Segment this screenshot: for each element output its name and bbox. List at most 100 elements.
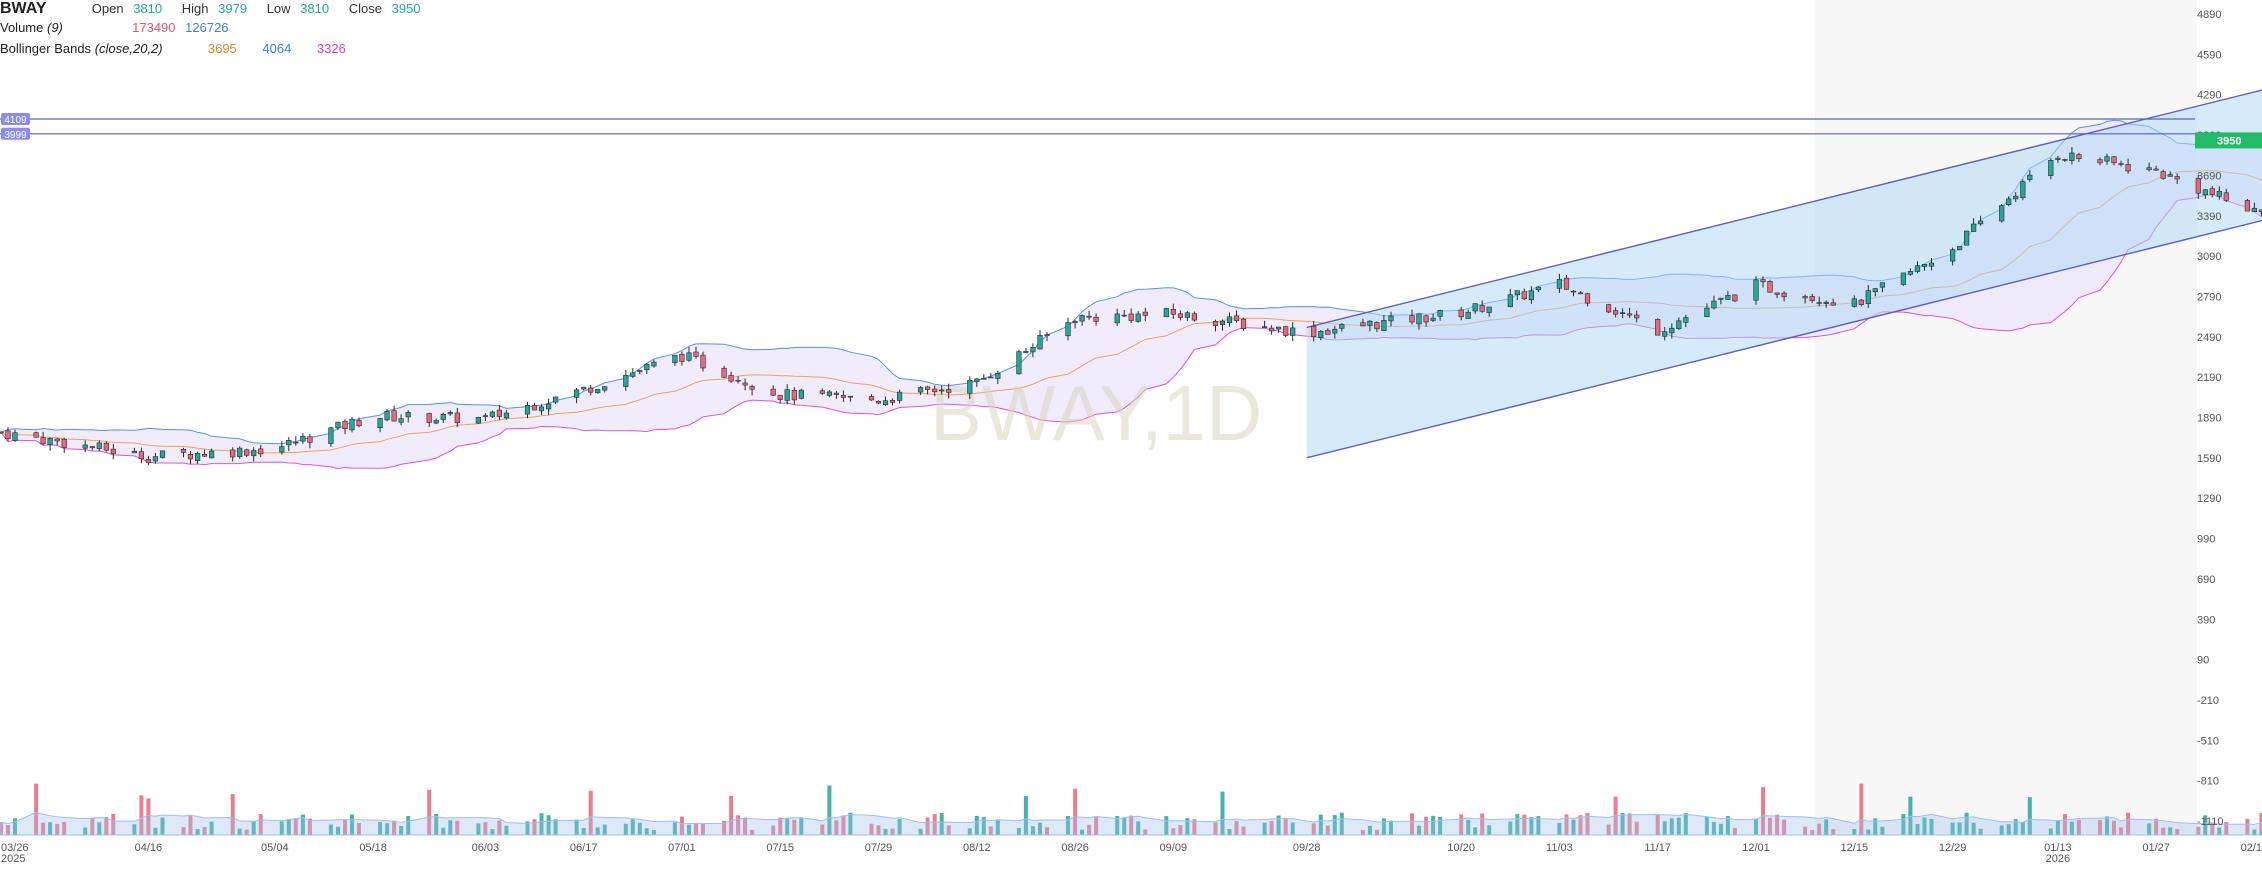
candle [1556,273,1562,293]
candle-body [279,446,285,453]
volume-bar [286,818,291,835]
volume-bar [651,830,656,835]
volume-row[interactable]: Volume (9) 173490 126726 [0,19,229,37]
candle [1374,321,1380,332]
volume-bar [1761,787,1765,835]
candle-body [293,441,299,444]
volume-bar [55,823,60,835]
candle-body [1584,293,1591,304]
price-axis[interactable]: 4890459042903990369033903090279024902190… [2195,9,2262,828]
candle [791,387,797,405]
candle-body [1521,291,1527,300]
channel-lower-line[interactable] [1306,158,2262,459]
candle-body [1065,322,1071,337]
horizontal-lines[interactable]: 4109 3999 [0,113,2195,141]
volume-bar [1620,813,1625,835]
candle-body [2167,174,2173,177]
candle [1577,291,1584,295]
volume-bar [876,825,881,835]
date-axis-label: 12/01 [1742,842,1770,854]
candle-body [1114,313,1120,324]
candle [1704,303,1710,318]
price-axis-label: 1590 [2197,453,2221,465]
volume-bar [546,815,551,835]
candle [1128,308,1134,323]
candle [2125,158,2131,174]
bollinger-lower-value: 3326 [316,41,346,56]
candle [202,449,208,457]
candle [1514,290,1520,300]
volume-bar [736,815,741,835]
volume-bar [595,827,600,835]
candle [251,447,257,462]
candle [1570,290,1577,297]
candle-body [1950,249,1956,262]
candle-body [644,363,650,371]
candle-body [1914,265,1921,272]
candle [349,417,355,433]
volume-bar [974,815,979,835]
candle [721,365,727,378]
candle-body [1507,294,1513,308]
candle [1999,204,2005,223]
candle [1535,286,1541,292]
candle [1135,311,1141,323]
candle [342,419,348,435]
candle-body [1514,290,1520,296]
price-axis-label: 1290 [2197,493,2221,505]
volume-bar [181,827,186,835]
candle [1900,272,1906,286]
candle-body [672,354,678,364]
candle [1528,286,1534,304]
candle [1718,297,1724,305]
price-axis-label: 690 [2197,574,2215,586]
candle [1781,291,1787,302]
candle-body [503,412,510,419]
candle [475,416,482,424]
volume-bar [799,818,804,835]
volume-bar [750,829,755,835]
ticker-symbol[interactable]: BWAY [0,0,47,17]
horizontal-line-tag: 4109 [4,115,27,126]
volume-bar [378,822,383,835]
volume-bar [525,821,530,835]
candle-body [1276,326,1282,330]
candle-body [826,391,832,396]
candle [896,389,903,404]
last-price-tag: 3950 [2217,135,2241,147]
candle-body [988,376,994,379]
candle [293,436,299,446]
channel-upper-line[interactable] [1306,27,2262,329]
volume-bar [2076,819,2081,835]
candle-body [770,388,776,396]
volume-bar [981,817,986,835]
volume-bar [1122,817,1127,835]
volume-bar [160,817,165,835]
candle-body [700,354,706,369]
volume-bar [1220,791,1225,835]
candle [1627,307,1633,318]
volume-bar [1578,815,1583,835]
volume-bar [293,818,298,835]
volume-bar [1515,814,1520,835]
date-axis-label: 09/09 [1160,842,1188,854]
candle-body [1613,310,1619,315]
candle [230,447,236,462]
candle-body [1360,322,1366,327]
candle [1030,343,1036,358]
bollinger-row[interactable]: Bollinger Bands (close,20,2) 3695 4064 3… [0,40,346,58]
candle [47,437,53,451]
candle [1423,314,1429,327]
candle-body [595,389,601,394]
volume-bar [602,824,607,835]
candle-body [152,456,159,462]
candle [2062,158,2068,162]
candle-body [1030,347,1036,353]
volume-bar [230,794,235,835]
volume-bar [504,825,509,835]
candle-body [1718,297,1724,300]
candle [40,431,46,445]
